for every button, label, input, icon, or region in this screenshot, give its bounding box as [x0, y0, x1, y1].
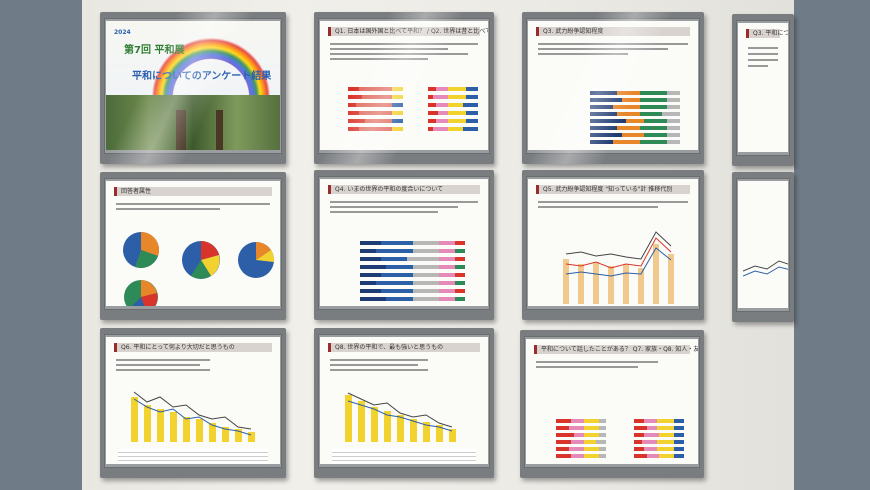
q6-bar-chart [131, 391, 255, 442]
poster-title: 第7回 平和展 [124, 45, 185, 56]
poster-sheet: 2024 第7回 平和展 平和についてのアンケート結果 [106, 21, 280, 150]
panel-header: Q3. 武力紛争認知程度 [543, 28, 604, 35]
panel-header: 平和について話したことがある？ Q7. 家族・Q8. 知人・友人 [541, 346, 698, 353]
combo-chart [563, 231, 674, 304]
q8-bar-chart [345, 392, 456, 442]
panel-header: Q4. いまの世界の平和の度合いについて [335, 186, 444, 193]
panel-header: Q3. 平和についての関心 [753, 30, 788, 37]
panel-header: 回答者属性 [121, 188, 152, 195]
panel-q7: 平和について話したことがある？ Q7. 家族・Q8. 知人・友人 [520, 330, 704, 478]
panel-header: Q6. 平和にとって何より大切だと思うもの [121, 344, 235, 351]
panel-q4: Q4. いまの世界の平和の度合いについて [314, 170, 494, 320]
panel-header: Q1. 日本は国外国と比べて平和？ / Q2. 世界は昔と比べて平和？ [335, 28, 488, 35]
panel-q5: Q5. 武力紛争認知程度 "知っている"計 推移代別 [522, 170, 704, 320]
tree-photo [106, 95, 280, 150]
panel-q3-partial: Q3. 平和についての関心 [732, 14, 794, 166]
panel-header: Q5. 武力紛争認知程度 "知っている"計 推移代別 [543, 186, 673, 193]
panel-q1: Q1. 日本は国外国と比べて平和？ / Q2. 世界は昔と比べて平和？ [314, 12, 494, 164]
pie-charts [123, 231, 275, 306]
poster-subtitle: 平和についてのアンケート結果 [132, 71, 272, 82]
bar-row [348, 87, 403, 91]
panel-q6: Q6. 平和にとって何より大切だと思うもの [100, 328, 286, 478]
left-wall-edge [0, 0, 82, 490]
panel-q3: Q3. 武力紛争認知程度 [522, 12, 704, 164]
panel-respondents: 回答者属性 [100, 172, 286, 320]
poster-year: 2024 [114, 29, 131, 36]
panel-partial-2 [732, 172, 794, 322]
panel-q8: Q8. 世界の平和で、最も強いと思うもの [314, 328, 494, 478]
poster-panel: 2024 第7回 平和展 平和についてのアンケート結果 [100, 12, 286, 164]
panel-header: Q8. 世界の平和で、最も強いと思うもの [335, 344, 444, 351]
right-wall-edge [794, 0, 870, 490]
